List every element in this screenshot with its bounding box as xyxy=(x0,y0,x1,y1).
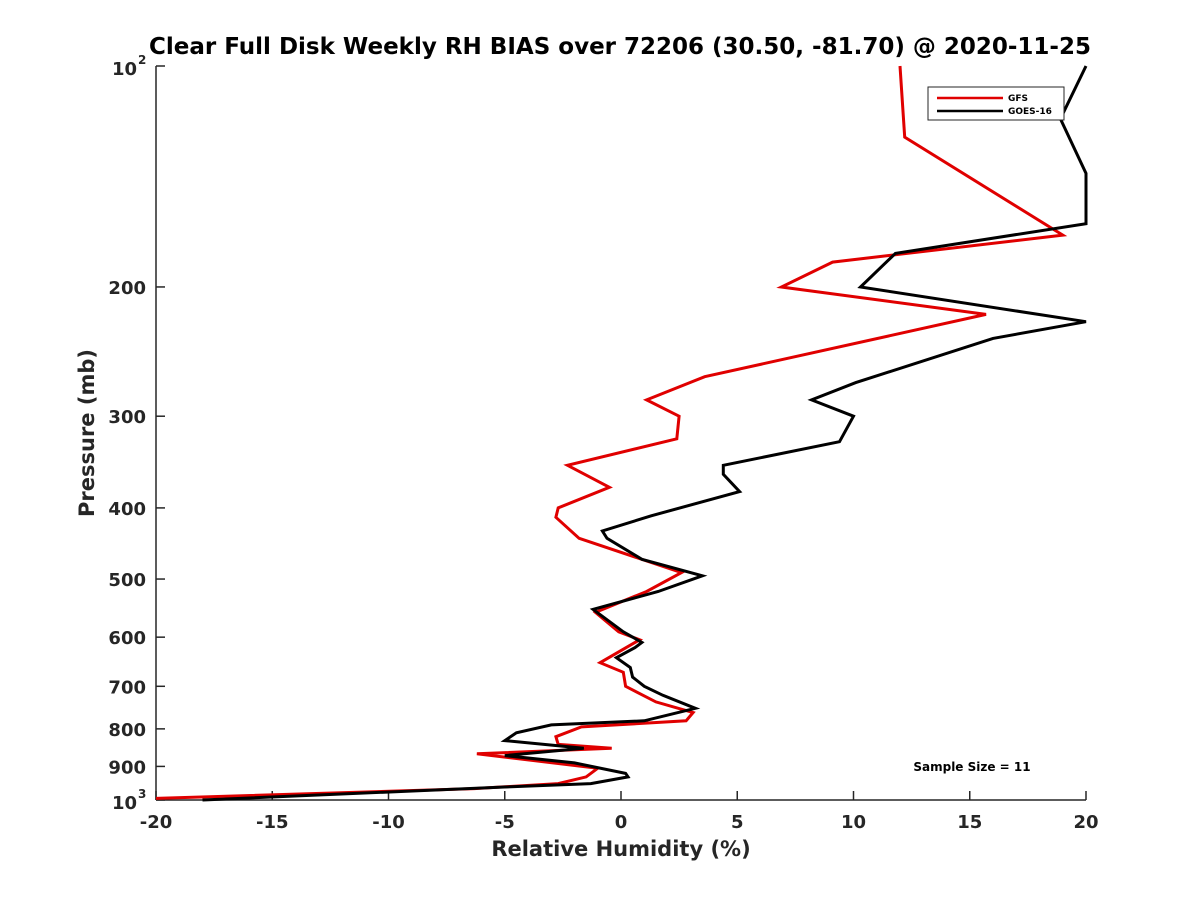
sample-size-annotation: Sample Size = 11 xyxy=(913,760,1030,774)
y-tick-label: 900 xyxy=(108,757,146,778)
x-tick-label: 10 xyxy=(841,812,866,833)
legend-box xyxy=(927,86,1065,121)
series-line-gfs xyxy=(155,65,1068,800)
x-ticks: -20 -15 -10 -5 0 5 10 15 20 xyxy=(140,791,1099,833)
series-line-goes-16 xyxy=(202,65,1088,802)
x-tick-label: -20 xyxy=(140,812,173,833)
legend-label-goes-16: GOES-16 xyxy=(1008,107,1052,117)
x-tick-label: -5 xyxy=(495,812,515,833)
y-tick-label-base: 10 xyxy=(112,59,137,80)
y-tick-label: 300 xyxy=(108,407,146,428)
y-tick-label: 800 xyxy=(108,720,146,741)
x-tick-label: 20 xyxy=(1073,812,1098,833)
x-tick-label: 15 xyxy=(957,812,982,833)
chart-title: Clear Full Disk Weekly RH BIAS over 7220… xyxy=(149,34,1091,60)
series-lines xyxy=(155,65,1088,802)
x-tick-label: -10 xyxy=(372,812,405,833)
y-axis-label: Pressure (mb) xyxy=(75,349,99,517)
y-tick-label: 200 xyxy=(108,278,146,299)
y-tick-label-base: 10 xyxy=(112,793,137,814)
y-tick-label-exponent: 2 xyxy=(138,53,146,67)
x-tick-label: -15 xyxy=(256,812,289,833)
y-tick-label: 500 xyxy=(108,570,146,591)
y-tick-label-exponent: 3 xyxy=(138,787,146,801)
x-tick-label: 0 xyxy=(615,812,628,833)
legend: GFS GOES-16 xyxy=(927,86,1065,121)
x-tick-label: 5 xyxy=(731,812,744,833)
y-tick-label: 600 xyxy=(108,628,146,649)
x-axis-label: Relative Humidity (%) xyxy=(491,837,750,861)
y-tick-label: 400 xyxy=(108,499,146,520)
axes xyxy=(155,66,1086,801)
legend-label-gfs: GFS xyxy=(1008,94,1028,104)
y-tick-label: 700 xyxy=(108,677,146,698)
